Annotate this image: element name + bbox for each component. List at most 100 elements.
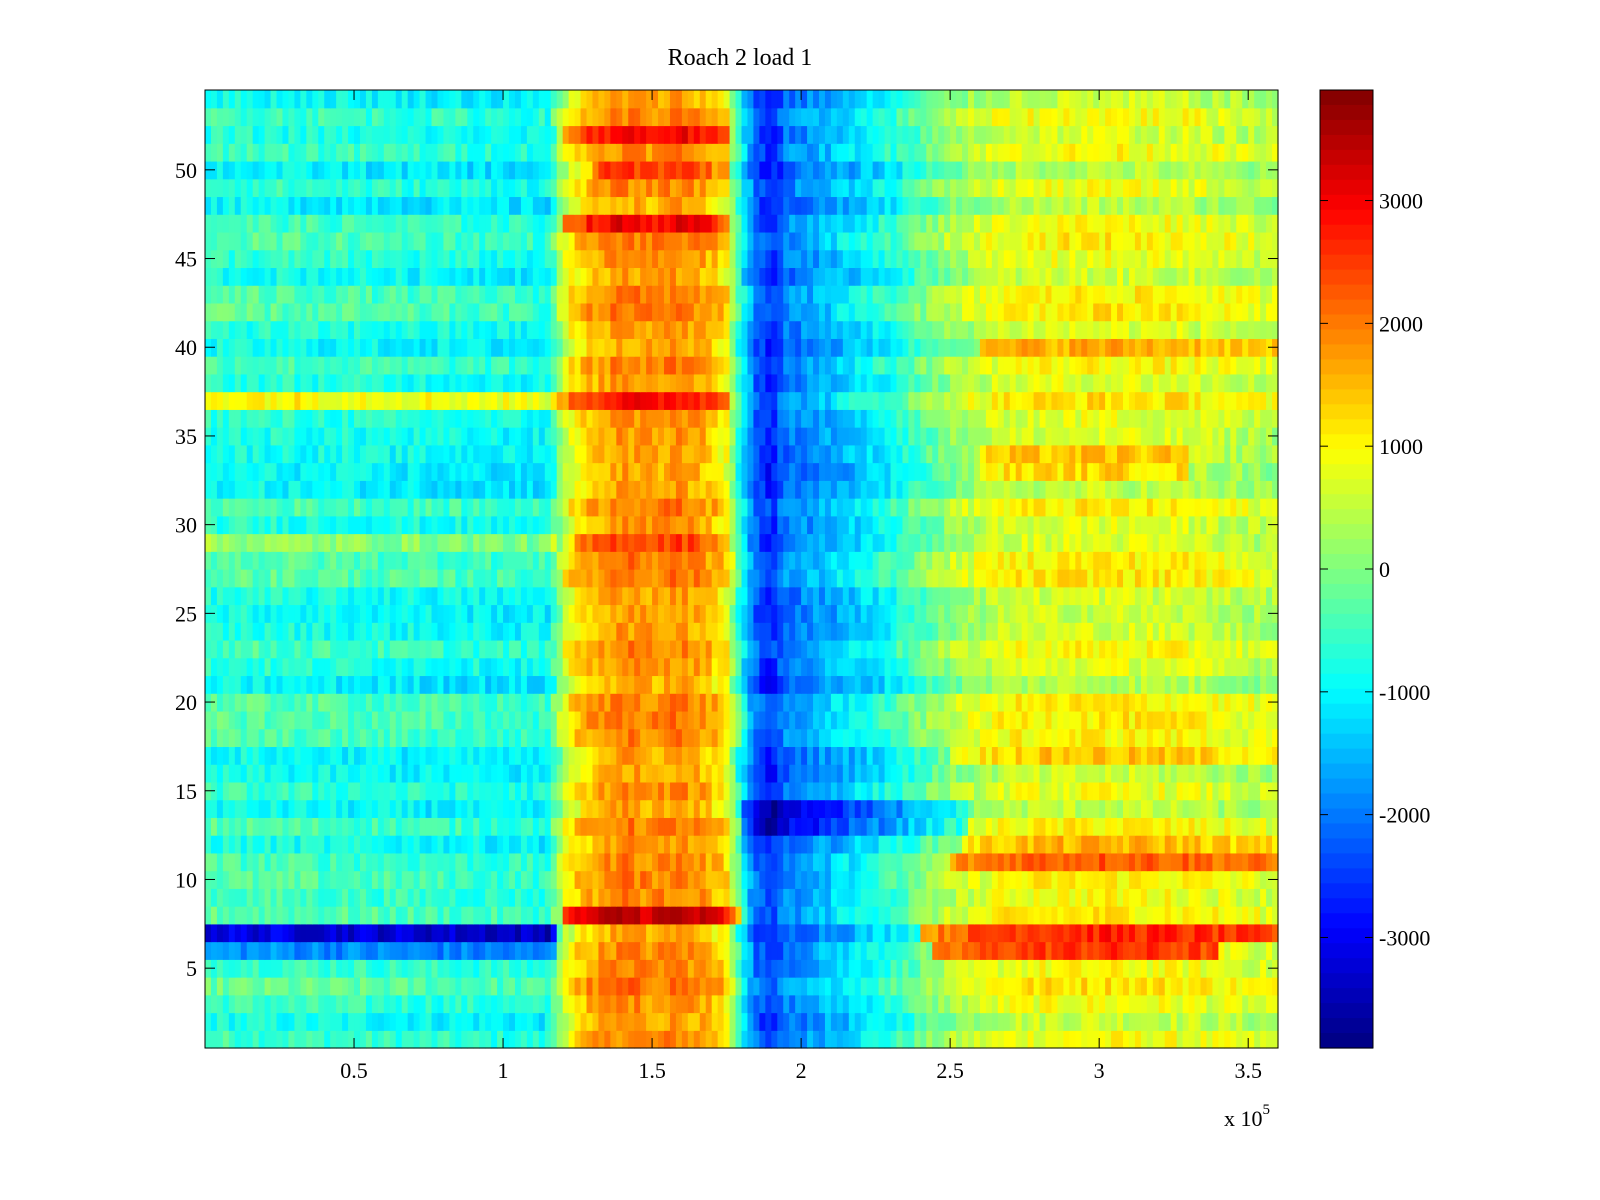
heatmap-cell [824,710,832,730]
heatmap-cell [592,906,600,925]
heatmap-cell [675,569,683,588]
heatmap-cell [622,835,629,854]
heatmap-cell [860,551,868,570]
heatmap-cell [610,693,617,712]
heatmap-cell [413,799,421,818]
heatmap-cell [395,941,403,960]
heatmap-cell [377,746,385,765]
heatmap-cell [735,870,743,889]
heatmap-cell [1206,923,1214,943]
heatmap-cell [556,852,564,872]
heatmap-cell [491,906,498,925]
heatmap-cell [324,941,331,960]
heatmap-cell [991,923,999,943]
heatmap-cell [550,1030,558,1049]
heatmap-cell [401,817,409,836]
heatmap-cell [652,1012,659,1031]
heatmap-cell [294,693,301,712]
heatmap-cell [902,639,910,659]
heatmap-cell [461,1012,468,1031]
heatmap-cell [514,746,522,765]
heatmap-cell [377,852,385,872]
heatmap-cell [461,586,468,606]
heatmap-cell [807,728,814,748]
heatmap-cell [628,693,635,712]
heatmap-cell [1099,852,1106,872]
heatmap-cell [634,835,641,854]
heatmap-cell [514,977,522,996]
heatmap-cell [1045,728,1053,748]
heatmap-cell [461,977,468,996]
heatmap-cell [705,923,713,943]
heatmap-cell [1003,799,1011,818]
heatmap-cell [854,835,862,854]
heatmap-cell [765,994,772,1014]
heatmap-cell [783,569,790,588]
heatmap-cell [485,888,492,907]
heatmap-cell [991,977,999,996]
heatmap-cell [1200,977,1208,996]
heatmap-cell [950,728,957,748]
heatmap-cell [1224,639,1231,659]
heatmap-cell [890,923,898,943]
heatmap-cell [783,923,790,943]
heatmap-cell [1105,852,1112,872]
heatmap-cell [890,852,898,872]
heatmap-cell [699,675,707,694]
heatmap-cell [711,941,719,960]
heatmap-cell [610,710,617,730]
heatmap-cell [818,888,826,907]
heatmap-cell [664,657,671,677]
heatmap-cell [425,622,433,641]
heatmap-cell [759,835,766,854]
heatmap-cell [359,1030,367,1049]
heatmap-cell [658,710,665,730]
heatmap-cell [1117,604,1124,623]
heatmap-cell [985,764,993,783]
heatmap-cell [1152,604,1160,623]
heatmap-cell [1015,923,1023,943]
heatmap-cell [562,569,570,588]
heatmap-cell [425,586,433,606]
heatmap-cell [330,852,337,872]
heatmap-cell [604,728,611,748]
heatmap-cell [646,657,653,677]
heatmap-cell [467,657,474,677]
heatmap-cell [306,923,313,943]
heatmap-cell [1033,835,1041,854]
heatmap-cell [640,569,647,588]
heatmap-cell [1176,870,1184,889]
heatmap-cell [216,994,224,1014]
heatmap-cell [979,977,987,996]
heatmap-cell [580,888,588,907]
heatmap-cell [282,977,290,996]
heatmap-cell [228,586,236,606]
heatmap-cell [950,639,957,659]
heatmap-cell [294,764,301,783]
heatmap-cell [419,728,427,748]
heatmap-cell [264,675,272,694]
heatmap-cell [425,959,433,978]
heatmap-cell [908,569,915,588]
heatmap-cell [824,959,832,978]
heatmap-cell [896,675,904,694]
heatmap-cell [473,746,480,765]
heatmap-cell [544,569,552,588]
heatmap-cell [956,977,963,996]
heatmap-cell [1009,710,1017,730]
heatmap-cell [1117,941,1124,960]
heatmap-cell [348,1012,355,1031]
heatmap-cell [759,870,766,889]
heatmap-cell [1140,994,1148,1014]
heatmap-cell [1051,693,1059,712]
heatmap-cell [1248,586,1255,606]
heatmap-cell [1128,728,1136,748]
heatmap-cell [264,799,272,818]
heatmap-cell [389,799,397,818]
heatmap-cell [878,977,886,996]
heatmap-cell [592,639,600,659]
heatmap-cell [306,675,313,694]
heatmap-cell [1134,728,1142,748]
heatmap-cell [1057,923,1064,943]
heatmap-cell [807,835,814,854]
